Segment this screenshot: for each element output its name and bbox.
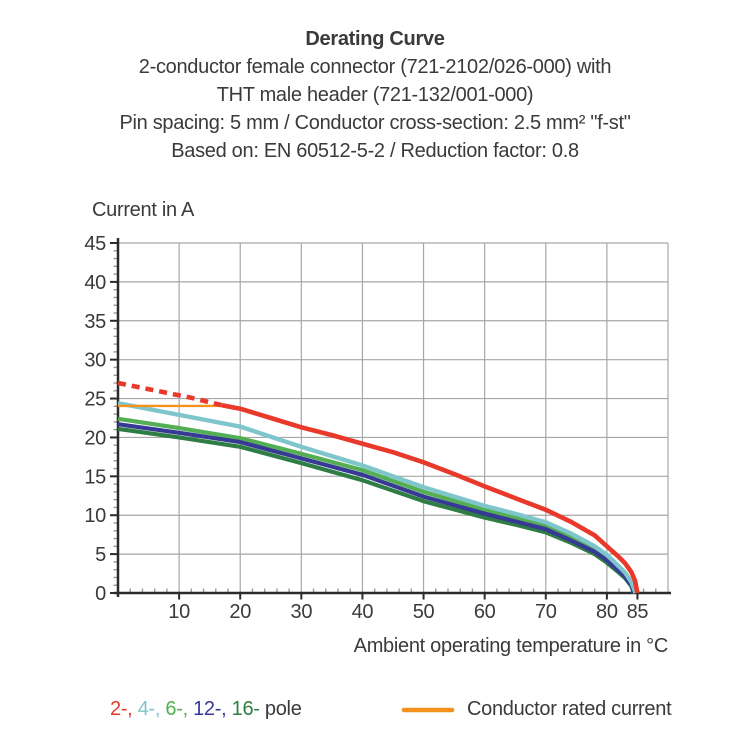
series-pole-4 xyxy=(117,401,638,594)
y-tick-label: 5 xyxy=(95,544,106,566)
y-tick-label: 30 xyxy=(84,350,106,372)
chart-header: Derating Curve 2-conductor female connec… xyxy=(0,25,750,165)
x-tick-label: 50 xyxy=(413,601,435,623)
y-tick-label: 20 xyxy=(84,427,106,449)
y-tick-label: 15 xyxy=(84,466,106,488)
x-tick-label: 10 xyxy=(168,601,190,623)
y-tick-label: 35 xyxy=(84,311,106,333)
x-tick-label: 60 xyxy=(474,601,496,623)
series-pole-16 xyxy=(117,426,636,594)
x-tick-label: 40 xyxy=(352,601,374,623)
x-tick-label: 70 xyxy=(535,601,557,623)
y-tick-label: 40 xyxy=(84,272,106,294)
y-tick-label: 10 xyxy=(84,505,106,527)
x-tick-label: 30 xyxy=(291,601,313,623)
y-axis-title: Current in A xyxy=(92,199,195,221)
series-pole-12 xyxy=(117,422,637,594)
chart-subtitle-standard: Based on: EN 60512-5-2 / Reduction facto… xyxy=(171,140,579,162)
y-tick-label: 45 xyxy=(84,233,106,255)
y-tick-label: 25 xyxy=(84,389,106,411)
y-tick-label: 0 xyxy=(95,583,106,605)
series-pole-2 xyxy=(221,402,640,594)
x-tick-label: 85 xyxy=(627,601,649,623)
x-tick-label: 20 xyxy=(229,601,251,623)
series-pole-6 xyxy=(117,416,637,594)
x-tick-label: 80 xyxy=(596,601,618,623)
chart-subtitle-connector: 2-conductor female connector (721-2102/0… xyxy=(138,56,612,78)
chart-title: Derating Curve xyxy=(305,28,445,50)
x-axis-title: Ambient operating temperature in °C xyxy=(354,635,668,657)
chart-subtitle-spec: Pin spacing: 5 mm / Conductor cross-sect… xyxy=(119,112,631,134)
chart-subtitle-header: THT male header (721-132/001-000) xyxy=(216,84,534,106)
series-pole-2-dashed xyxy=(117,380,223,408)
